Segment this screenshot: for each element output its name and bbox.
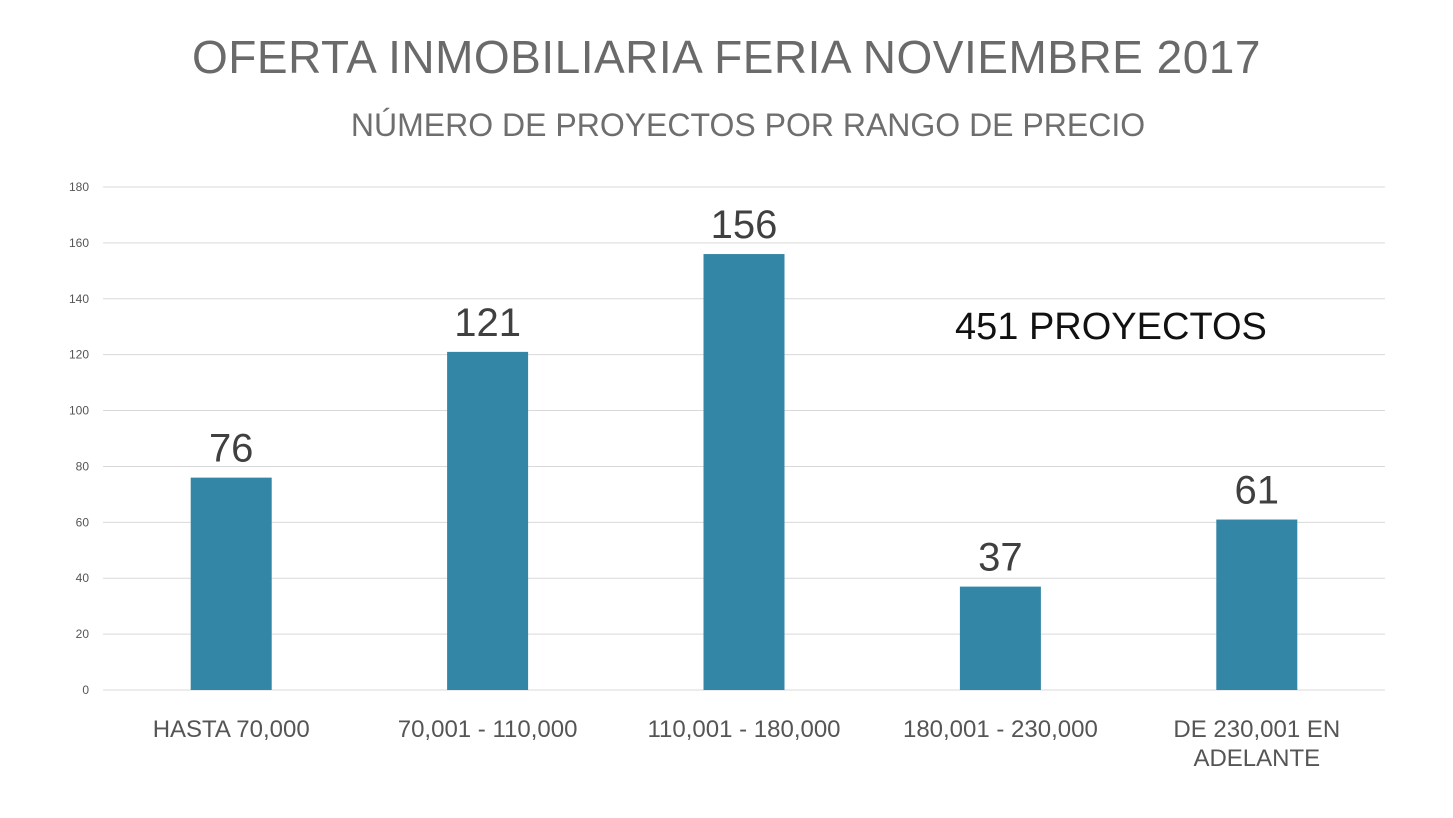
total-projects-annotation: 451 PROYECTOS [955,306,1267,348]
x-category-label: 180,001 - 230,000 [903,716,1098,743]
chart-title: OFERTA INMOBILIARIA FERIA NOVIEMBRE 2017 [192,31,1261,83]
data-label: 76 [209,427,254,471]
data-label: 156 [711,203,778,247]
y-tick-label: 140 [69,292,89,306]
data-label: 37 [978,536,1023,580]
y-tick-label: 60 [76,515,90,529]
data-label: 121 [454,301,521,345]
y-tick-label: 180 [69,180,89,194]
y-tick-label: 40 [76,571,90,585]
chart-subtitle: NÚMERO DE PROYECTOS POR RANGO DE PRECIO [350,107,1146,143]
bar [447,351,529,690]
y-tick-label: 20 [76,627,90,641]
y-tick-label: 0 [82,683,89,697]
x-category-label: 70,001 - 110,000 [398,716,578,743]
y-tick-label: 160 [69,236,89,250]
x-category-label: 110,001 - 180,000 [647,716,840,743]
bar [1216,519,1298,690]
bar [190,477,272,690]
y-tick-label: 120 [69,348,89,362]
x-category-label: DE 230,001 EN [1173,716,1340,743]
x-category-label: ADELANTE [1193,745,1320,772]
x-category-label: HASTA 70,000 [153,716,310,743]
y-tick-label: 80 [76,459,90,473]
bar [959,586,1041,690]
y-tick-label: 100 [69,404,89,418]
data-label: 61 [1235,469,1280,513]
bar [703,254,785,691]
